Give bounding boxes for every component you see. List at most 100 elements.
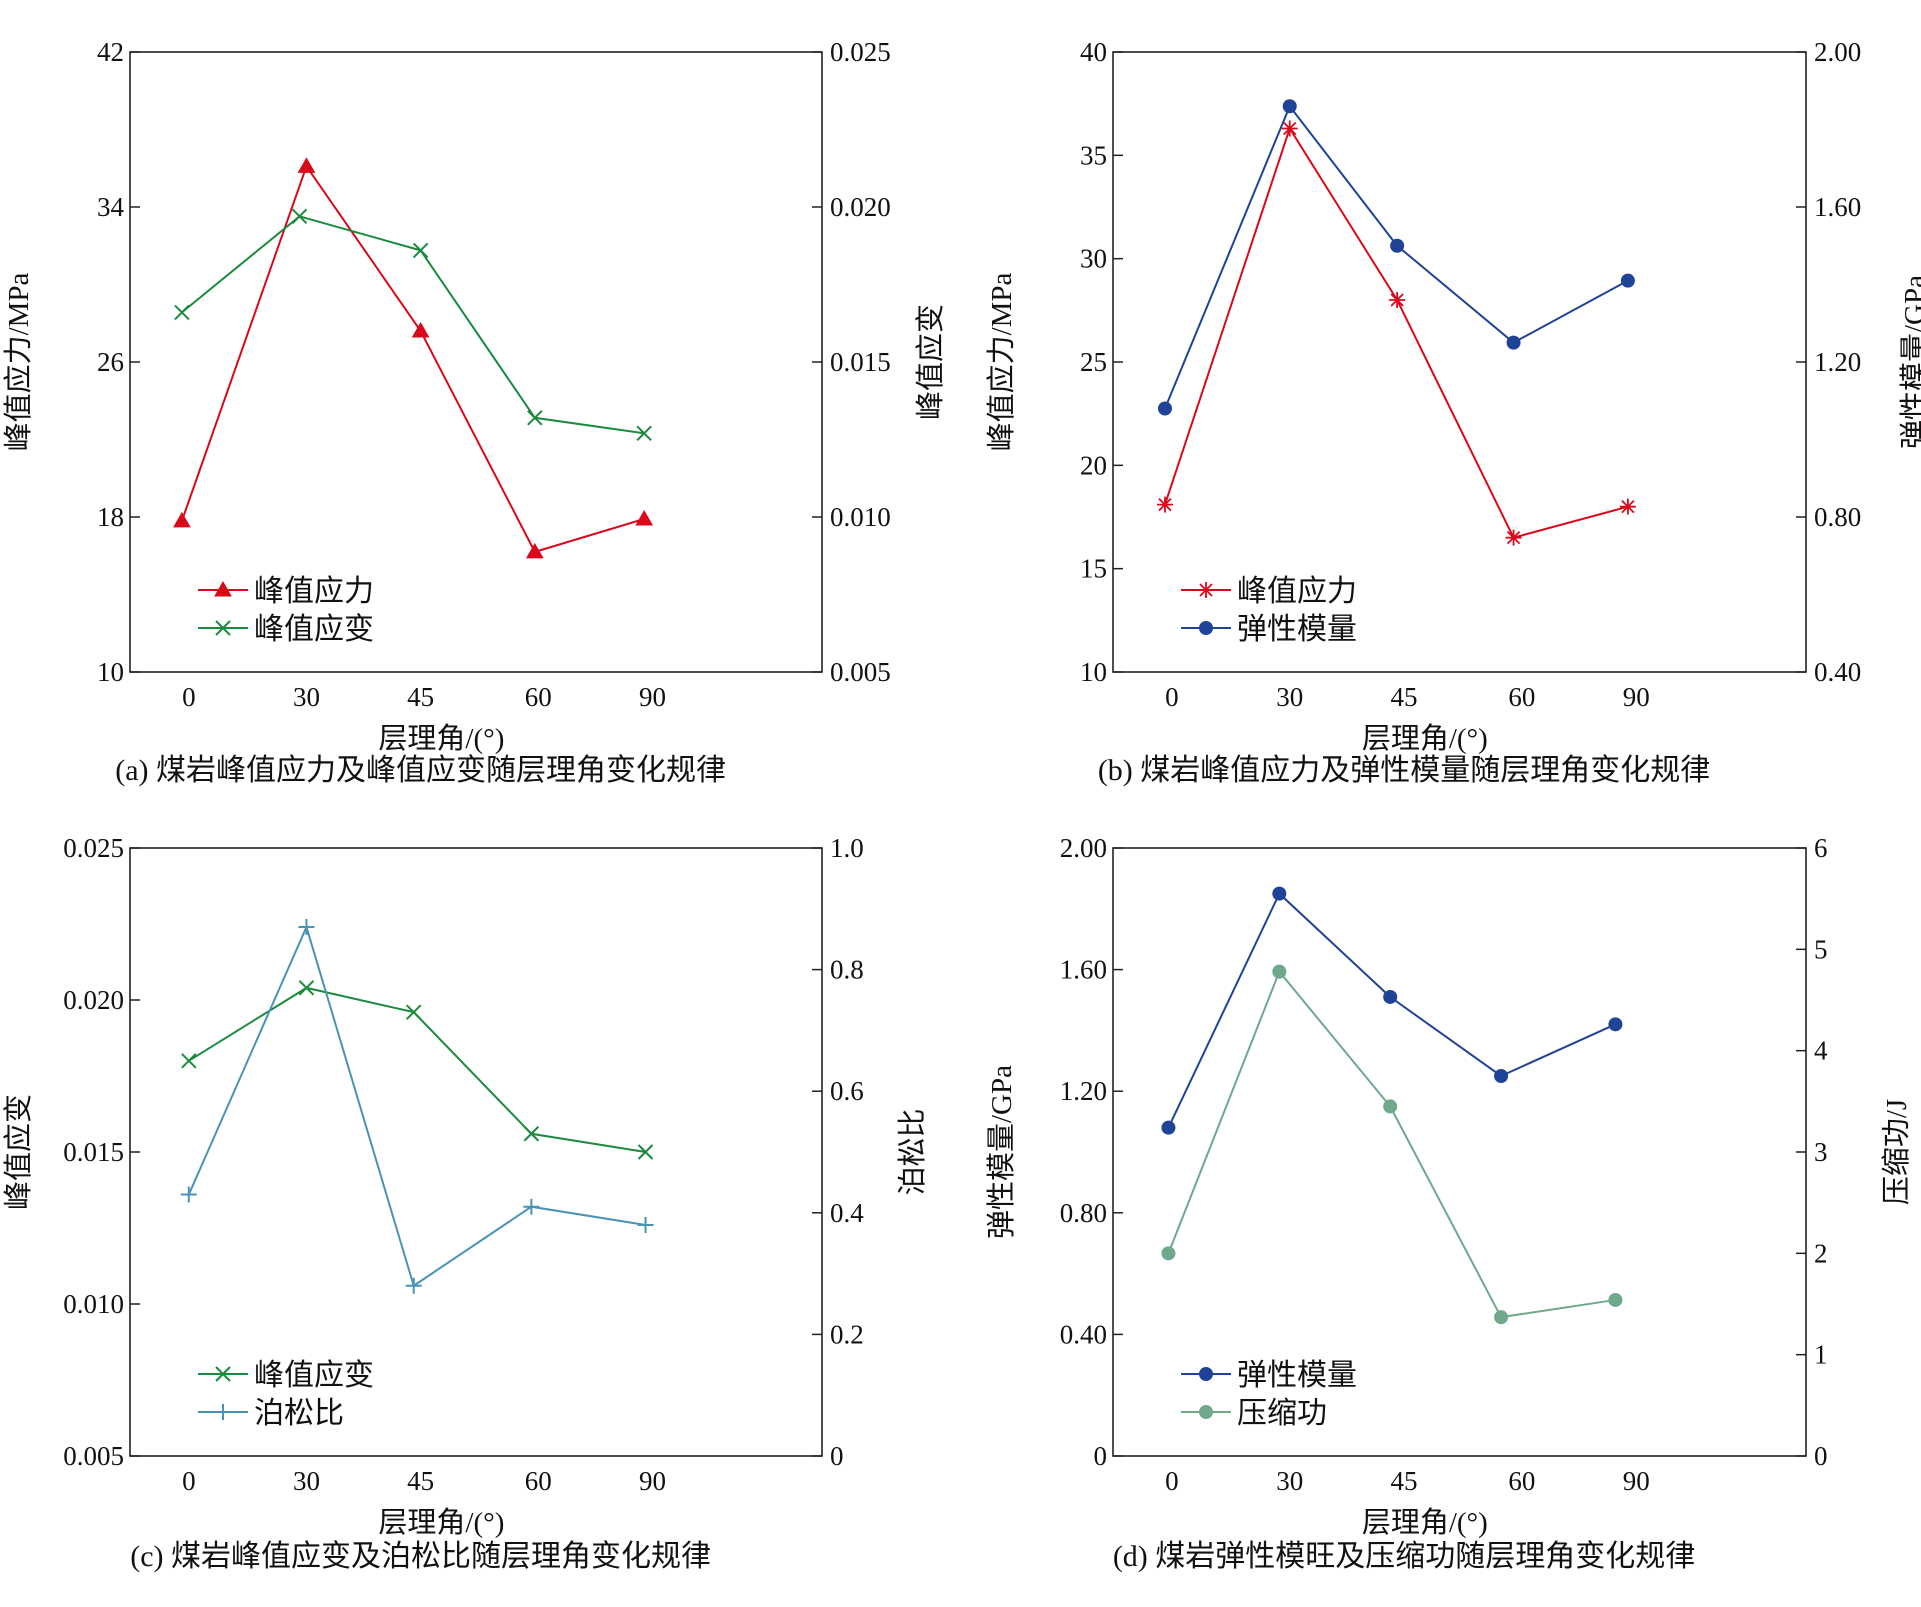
y-right-tick-label: 0.005 — [830, 657, 891, 687]
series-line — [1164, 126, 1629, 539]
series-2 — [1157, 99, 1635, 416]
y-right-tick-label: 0.020 — [830, 192, 891, 222]
x-tick-label: 45 — [1391, 682, 1418, 712]
legend-label: 峰值应力 — [254, 575, 374, 608]
data-point — [637, 1216, 654, 1233]
legend-label: 弹性模量 — [1237, 613, 1357, 646]
y-left-tick-label: 10 — [1080, 657, 1107, 687]
data-point — [523, 1126, 540, 1142]
y-right-axis-label: 峰值应变 — [914, 304, 947, 420]
y-right-tick-label: 1 — [1814, 1340, 1828, 1370]
y-left-tick-label: 0.025 — [63, 833, 124, 863]
legend-marker — [215, 1404, 231, 1420]
panel-caption: (b) 煤岩峰值应力及弹性模量随层理角变化规律 — [1098, 754, 1710, 787]
y-left-tick-label: 2.00 — [1060, 833, 1107, 863]
data-point — [637, 1144, 654, 1160]
y-right-tick-label: 1.0 — [830, 833, 864, 863]
series-2 — [180, 919, 654, 1294]
data-point — [1161, 1120, 1176, 1135]
legend-entry: 峰值应力 — [1181, 575, 1357, 608]
legend-entry: 弹性模量 — [1181, 1359, 1357, 1392]
data-point — [181, 1053, 197, 1069]
y-right-tick-label: 0 — [830, 1441, 844, 1471]
y-left-tick-label: 40 — [1080, 37, 1107, 67]
y-right-tick-label: 0.40 — [1814, 657, 1861, 687]
series-1 — [173, 157, 654, 559]
y-right-tick-label: 0 — [1814, 1441, 1828, 1471]
data-point — [1272, 964, 1287, 979]
legend-marker — [215, 1366, 231, 1382]
plot-frame — [129, 847, 823, 1457]
data-point — [1272, 886, 1287, 901]
legend-marker — [215, 620, 231, 636]
data-point — [525, 542, 544, 559]
y-left-tick-label: 0.020 — [63, 985, 124, 1015]
y-right-tick-label: 0.6 — [830, 1076, 864, 1106]
y-right-axis-label: 压缩功/J — [1880, 1099, 1913, 1205]
legend-entry: 压缩功 — [1181, 1397, 1327, 1430]
y-right-axis-label: 弹性模量/GPa — [1898, 275, 1921, 449]
data-point — [173, 511, 191, 528]
data-point — [1608, 1292, 1623, 1307]
legend-label: 峰值应力 — [1237, 575, 1357, 608]
series-1 — [181, 980, 654, 1160]
data-point — [1383, 1099, 1398, 1114]
y-left-tick-label: 0.005 — [63, 1441, 124, 1471]
x-tick-label: 0 — [1165, 682, 1179, 712]
x-axis-label: 层理角/(°) — [378, 1506, 504, 1539]
y-left-tick-label: 15 — [1080, 554, 1107, 584]
legend-label: 峰值应变 — [254, 1359, 374, 1392]
data-point — [1494, 1069, 1509, 1083]
x-tick-label: 0 — [182, 1466, 196, 1496]
data-point — [1390, 238, 1405, 253]
legend-label: 峰值应变 — [254, 613, 374, 646]
data-point — [1494, 1310, 1509, 1325]
data-point — [298, 980, 315, 996]
chart-panel-a: 10 18 26 34 42 0.005 0.010 0.015 0.020 0.025 0 30 45… — [2, 37, 947, 787]
plot-frame — [129, 51, 823, 673]
data-point — [411, 321, 430, 338]
y-left-tick-label: 0.010 — [63, 1289, 124, 1319]
series-1 — [1161, 886, 1623, 1135]
x-tick-label: 60 — [525, 682, 552, 712]
data-point — [405, 1277, 422, 1294]
x-tick-label: 90 — [639, 1466, 666, 1496]
series-2 — [174, 208, 652, 442]
y-right-tick-label: 4 — [1814, 1036, 1828, 1066]
y-left-tick-label: 30 — [1080, 244, 1107, 274]
y-left-tick-label: 0 — [1094, 1441, 1108, 1471]
plot-frame — [1112, 51, 1807, 673]
legend-entry: 峰值应变 — [198, 613, 374, 646]
y-left-tick-label: 0.40 — [1060, 1319, 1107, 1349]
data-point — [527, 410, 543, 426]
y-left-tick-label: 10 — [97, 657, 124, 687]
y-left-tick-label: 34 — [97, 192, 125, 222]
x-axis-label: 层理角/(°) — [1362, 722, 1488, 755]
series-line — [1167, 969, 1616, 1319]
y-right-tick-label: 6 — [1814, 833, 1828, 863]
panel-caption: (c) 煤岩峰值应变及泊松比随层理角变化规律 — [130, 1540, 711, 1573]
x-tick-label: 60 — [1508, 1466, 1535, 1496]
data-point — [1505, 529, 1522, 546]
data-point — [291, 208, 308, 225]
y-right-tick-label: 0.80 — [1814, 502, 1861, 532]
y-left-axis-label: 峰值应力/MPa — [2, 272, 35, 451]
x-tick-label: 90 — [639, 682, 666, 712]
legend-entry: 泊松比 — [198, 1397, 344, 1430]
data-point — [298, 919, 315, 936]
y-left-tick-label: 1.20 — [1060, 1076, 1107, 1106]
legend-marker — [1199, 621, 1213, 635]
x-tick-label: 90 — [1623, 1466, 1650, 1496]
data-point — [1619, 498, 1636, 515]
legend-entry: 峰值应变 — [198, 1359, 374, 1392]
y-left-tick-label: 0.80 — [1060, 1198, 1107, 1228]
x-tick-label: 0 — [1165, 1466, 1179, 1496]
data-point — [523, 1198, 540, 1215]
data-point — [1608, 1017, 1623, 1032]
data-point — [174, 304, 190, 321]
y-right-tick-label: 1.20 — [1814, 347, 1861, 377]
legend-label: 弹性模量 — [1237, 1359, 1357, 1392]
legend-label: 泊松比 — [254, 1397, 344, 1430]
